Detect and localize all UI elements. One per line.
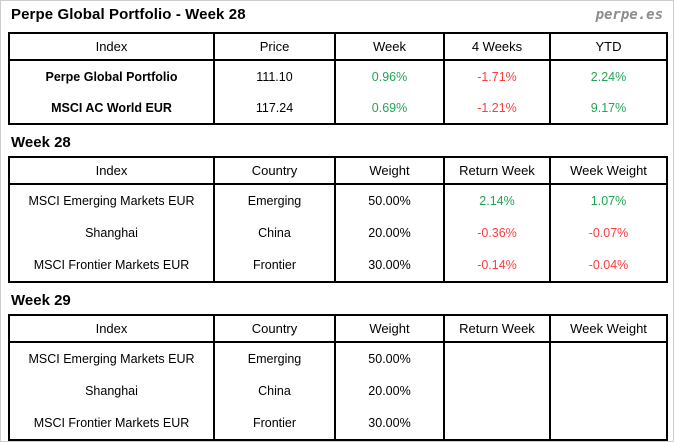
week28-header-row: Index Country Weight Return Week Week We…: [8, 156, 668, 185]
week-weight-value: -0.07%: [549, 217, 668, 249]
col-index: Index: [8, 156, 215, 185]
return-week-value: 2.14%: [443, 184, 551, 217]
week28-table: Index Country Weight Return Week Week We…: [8, 156, 668, 283]
table-row: MSCI Frontier Markets EUR Frontier 30.00…: [8, 407, 668, 440]
week-weight-value: 1.07%: [549, 184, 668, 217]
index-name: MSCI Emerging Markets EUR: [8, 342, 215, 375]
col-weight: Weight: [334, 156, 445, 185]
table-row: MSCI AC World EUR 117.24 0.69% -1.21% 9.…: [8, 92, 668, 124]
ytd-return: 2.24%: [549, 60, 668, 92]
weight-value: 20.00%: [334, 375, 445, 407]
country-value: Frontier: [213, 407, 336, 440]
country-value: China: [213, 375, 336, 407]
table-row: Shanghai China 20.00%: [8, 375, 668, 407]
week-return: 0.96%: [334, 60, 445, 92]
country-value: Frontier: [213, 249, 336, 282]
table-row: MSCI Emerging Markets EUR Emerging 50.00…: [8, 184, 668, 217]
table-row: MSCI Frontier Markets EUR Frontier 30.00…: [8, 249, 668, 282]
week28-heading: Week 28: [11, 134, 71, 151]
index-name: MSCI AC World EUR: [8, 92, 215, 124]
four-week-return: -1.21%: [443, 92, 551, 124]
index-name: Perpe Global Portfolio: [8, 60, 215, 92]
week29-heading: Week 29: [11, 292, 71, 309]
brand-logo-text: perpe.es: [595, 7, 663, 23]
summary-col-index: Index: [8, 32, 215, 61]
index-name: MSCI Frontier Markets EUR: [8, 407, 215, 440]
report-header: Perpe Global Portfolio - Week 28 perpe.e…: [8, 5, 665, 28]
week-return: 0.69%: [334, 92, 445, 124]
week29-table: Index Country Weight Return Week Week We…: [8, 314, 668, 441]
price-value: 111.10: [213, 60, 336, 92]
return-week-value: [443, 407, 551, 440]
index-name: Shanghai: [8, 217, 215, 249]
summary-header-row: Index Price Week 4 Weeks YTD: [8, 32, 668, 61]
col-return-week: Return Week: [443, 314, 551, 343]
week-weight-value: [549, 342, 668, 375]
summary-table: Index Price Week 4 Weeks YTD Perpe Globa…: [8, 32, 668, 125]
index-name: MSCI Emerging Markets EUR: [8, 184, 215, 217]
weight-value: 20.00%: [334, 217, 445, 249]
price-value: 117.24: [213, 92, 336, 124]
summary-col-price: Price: [213, 32, 336, 61]
col-country: Country: [213, 156, 336, 185]
country-value: Emerging: [213, 342, 336, 375]
summary-col-ytd: YTD: [549, 32, 668, 61]
col-index: Index: [8, 314, 215, 343]
page-title: Perpe Global Portfolio - Week 28: [11, 6, 246, 23]
week29-header-row: Index Country Weight Return Week Week We…: [8, 314, 668, 343]
table-row: Shanghai China 20.00% -0.36% -0.07%: [8, 217, 668, 249]
table-row: MSCI Emerging Markets EUR Emerging 50.00…: [8, 342, 668, 375]
col-country: Country: [213, 314, 336, 343]
week-weight-value: [549, 407, 668, 440]
four-week-return: -1.71%: [443, 60, 551, 92]
summary-col-week: Week: [334, 32, 445, 61]
return-week-value: -0.14%: [443, 249, 551, 282]
country-value: Emerging: [213, 184, 336, 217]
index-name: Shanghai: [8, 375, 215, 407]
summary-col-4weeks: 4 Weeks: [443, 32, 551, 61]
weight-value: 50.00%: [334, 184, 445, 217]
weight-value: 30.00%: [334, 407, 445, 440]
ytd-return: 9.17%: [549, 92, 668, 124]
col-weight: Weight: [334, 314, 445, 343]
week-weight-value: -0.04%: [549, 249, 668, 282]
weight-value: 30.00%: [334, 249, 445, 282]
col-week-weight: Week Weight: [549, 156, 668, 185]
return-week-value: -0.36%: [443, 217, 551, 249]
week-weight-value: [549, 375, 668, 407]
return-week-value: [443, 342, 551, 375]
col-return-week: Return Week: [443, 156, 551, 185]
index-name: MSCI Frontier Markets EUR: [8, 249, 215, 282]
table-row: Perpe Global Portfolio 111.10 0.96% -1.7…: [8, 60, 668, 92]
return-week-value: [443, 375, 551, 407]
country-value: China: [213, 217, 336, 249]
col-week-weight: Week Weight: [549, 314, 668, 343]
weight-value: 50.00%: [334, 342, 445, 375]
